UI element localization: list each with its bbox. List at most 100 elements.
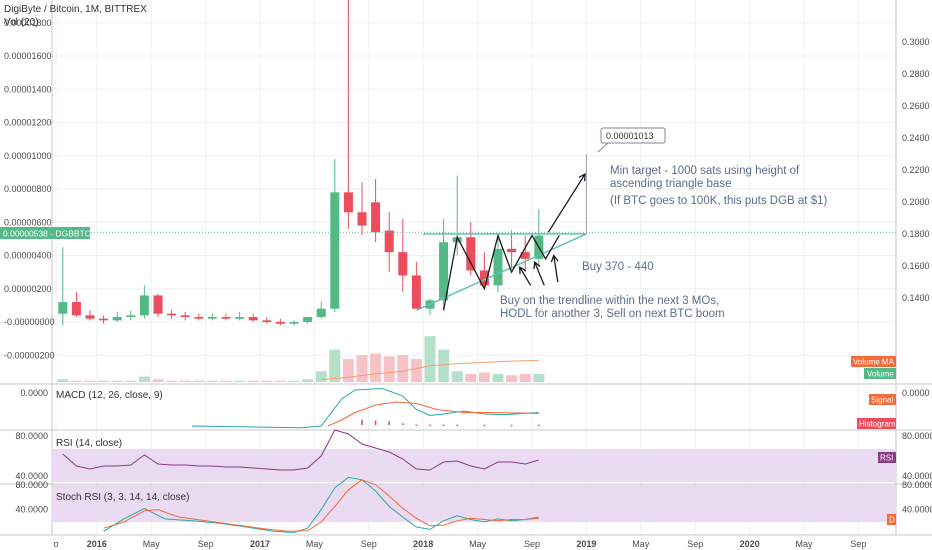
- arrow-shaft: [534, 261, 545, 286]
- macd-histogram-bar: [429, 424, 431, 427]
- volume-bar: [125, 380, 137, 382]
- candle-body: [248, 317, 258, 321]
- candle-up: [112, 312, 122, 322]
- right-price-axis[interactable]: 0.3000 0.2800 0.2600 0.2400 0.2200 0.2000 0.18…: [902, 37, 930, 303]
- right-axis-tick-label: 0.2400: [902, 133, 930, 143]
- candle-down: [479, 252, 489, 289]
- indicator-tick-label: 80.0000: [15, 431, 48, 441]
- macd-title: MACD (12, 26, close, 9): [56, 390, 163, 401]
- left-axis-tick-label: 0.00000600: [4, 217, 52, 227]
- candle-down: [71, 292, 81, 318]
- volume-bar: [234, 380, 246, 382]
- current-price-label: 0.00000538 - DGBBTC: [3, 229, 91, 239]
- candle-body: [207, 317, 217, 319]
- left-axis-tick-label: 0.00000400: [4, 251, 52, 261]
- svg-text:D: D: [889, 516, 895, 525]
- candle-body: [112, 317, 122, 321]
- candle-down: [343, 0, 353, 229]
- svg-text:RSI: RSI: [880, 454, 893, 463]
- legend-volume: Volume: [864, 368, 896, 379]
- volume-bar: [84, 380, 96, 382]
- annotation-plan-line2: HODL for another 3, Sell on next BTC boo…: [500, 308, 725, 320]
- pattern-zigzag[interactable]: [442, 233, 560, 311]
- volume-bar: [70, 380, 82, 382]
- time-axis-tick-label: 2019: [576, 539, 596, 549]
- candle-down: [248, 313, 258, 322]
- target-callout[interactable]: 0.00001013: [597, 127, 666, 153]
- volume-label: Vol (20): [4, 17, 38, 28]
- candle-body: [398, 252, 408, 276]
- candle-body: [493, 248, 503, 286]
- candle-body: [58, 302, 68, 314]
- annotation-target-line1: Min target - 1000 sats using height of: [610, 165, 800, 177]
- stoch-title: Stoch RSI (3, 3, 14, 14, close): [56, 492, 189, 503]
- right-axis-tick-label: 0.2200: [902, 165, 930, 175]
- current-price-tag: 0.00000538 - DGBBTC: [0, 227, 91, 239]
- candle-body: [371, 202, 381, 233]
- candle-down: [221, 313, 231, 321]
- left-axis-tick-label: -0.00000200: [4, 350, 55, 360]
- left-price-axis[interactable]: 0.00001800 0.00001600 0.00001400 0.00001200…: [4, 18, 55, 361]
- trendline-support[interactable]: [416, 233, 587, 312]
- candle-body: [479, 270, 489, 286]
- macd-line: [191, 387, 539, 429]
- right-axis-tick-label: 0.2000: [902, 197, 930, 207]
- volume-bar: [220, 380, 232, 382]
- candle-body: [85, 315, 95, 319]
- svg-text:Signal: Signal: [871, 396, 893, 405]
- arrow-shaft: [547, 173, 586, 233]
- candle-down: [180, 312, 190, 321]
- volume-bar: [111, 380, 123, 382]
- candle-down: [384, 212, 394, 273]
- volume-bar: [247, 380, 259, 382]
- time-axis-tick-label: 2020: [740, 539, 760, 549]
- volume-bar: [519, 373, 531, 382]
- svg-text:Volume: Volume: [867, 370, 894, 379]
- arrow-head: [578, 172, 586, 182]
- candle-body: [357, 212, 367, 226]
- indicator-tick-label: 40.0000: [902, 505, 932, 515]
- left-axis-tick-label: 0.00001600: [4, 51, 52, 61]
- arrow-shaft: [519, 266, 532, 286]
- candle-body: [139, 295, 149, 316]
- arrow-head: [533, 260, 541, 270]
- candle-up: [289, 320, 299, 326]
- volume-bar: [478, 372, 490, 382]
- volume-bar: [193, 380, 205, 382]
- volume-bar: [98, 380, 110, 382]
- badge-signal: Signal: [869, 394, 896, 405]
- candle-up: [139, 285, 149, 319]
- candle-down: [99, 315, 109, 324]
- candle-down: [153, 293, 163, 318]
- arrow: [550, 254, 559, 283]
- candle-down: [371, 179, 381, 243]
- candle-body: [194, 317, 204, 319]
- volume-bar: [152, 379, 164, 382]
- macd-histogram-bar: [483, 424, 486, 427]
- rsi-line: [62, 429, 539, 471]
- candle-up: [235, 312, 245, 321]
- arrow: [533, 260, 545, 286]
- grid-lines: [52, 0, 896, 535]
- left-axis-tick-label: 0.00001400: [4, 84, 52, 94]
- time-axis-tick-label: May: [143, 539, 161, 549]
- time-axis[interactable]: o 2016 May Sep 2017 May Sep 2018 May Sep 2019 May Se…: [53, 539, 866, 549]
- indicator-tick-label: 80.0000: [902, 431, 932, 441]
- candle-up: [58, 247, 68, 326]
- badge-stoch-d: D: [887, 514, 896, 525]
- macd-histogram-bar: [388, 421, 390, 425]
- volume-bars: [57, 336, 545, 382]
- macd-histogram-bar: [361, 419, 363, 425]
- left-axis-tick-label: 0.00001200: [4, 118, 52, 128]
- drawn-arrows[interactable]: [519, 172, 586, 286]
- candle-down: [398, 218, 408, 293]
- candle-body: [221, 317, 231, 319]
- badge-histogram: Histogram: [857, 418, 896, 429]
- indicator-tick-label: 0.0000: [902, 388, 930, 398]
- candle-body: [167, 313, 177, 316]
- time-axis-tick-label: May: [469, 539, 487, 549]
- time-axis-tick-label: 2016: [87, 539, 107, 549]
- stoch-band: [52, 484, 896, 522]
- macd-histogram-bar: [538, 424, 540, 427]
